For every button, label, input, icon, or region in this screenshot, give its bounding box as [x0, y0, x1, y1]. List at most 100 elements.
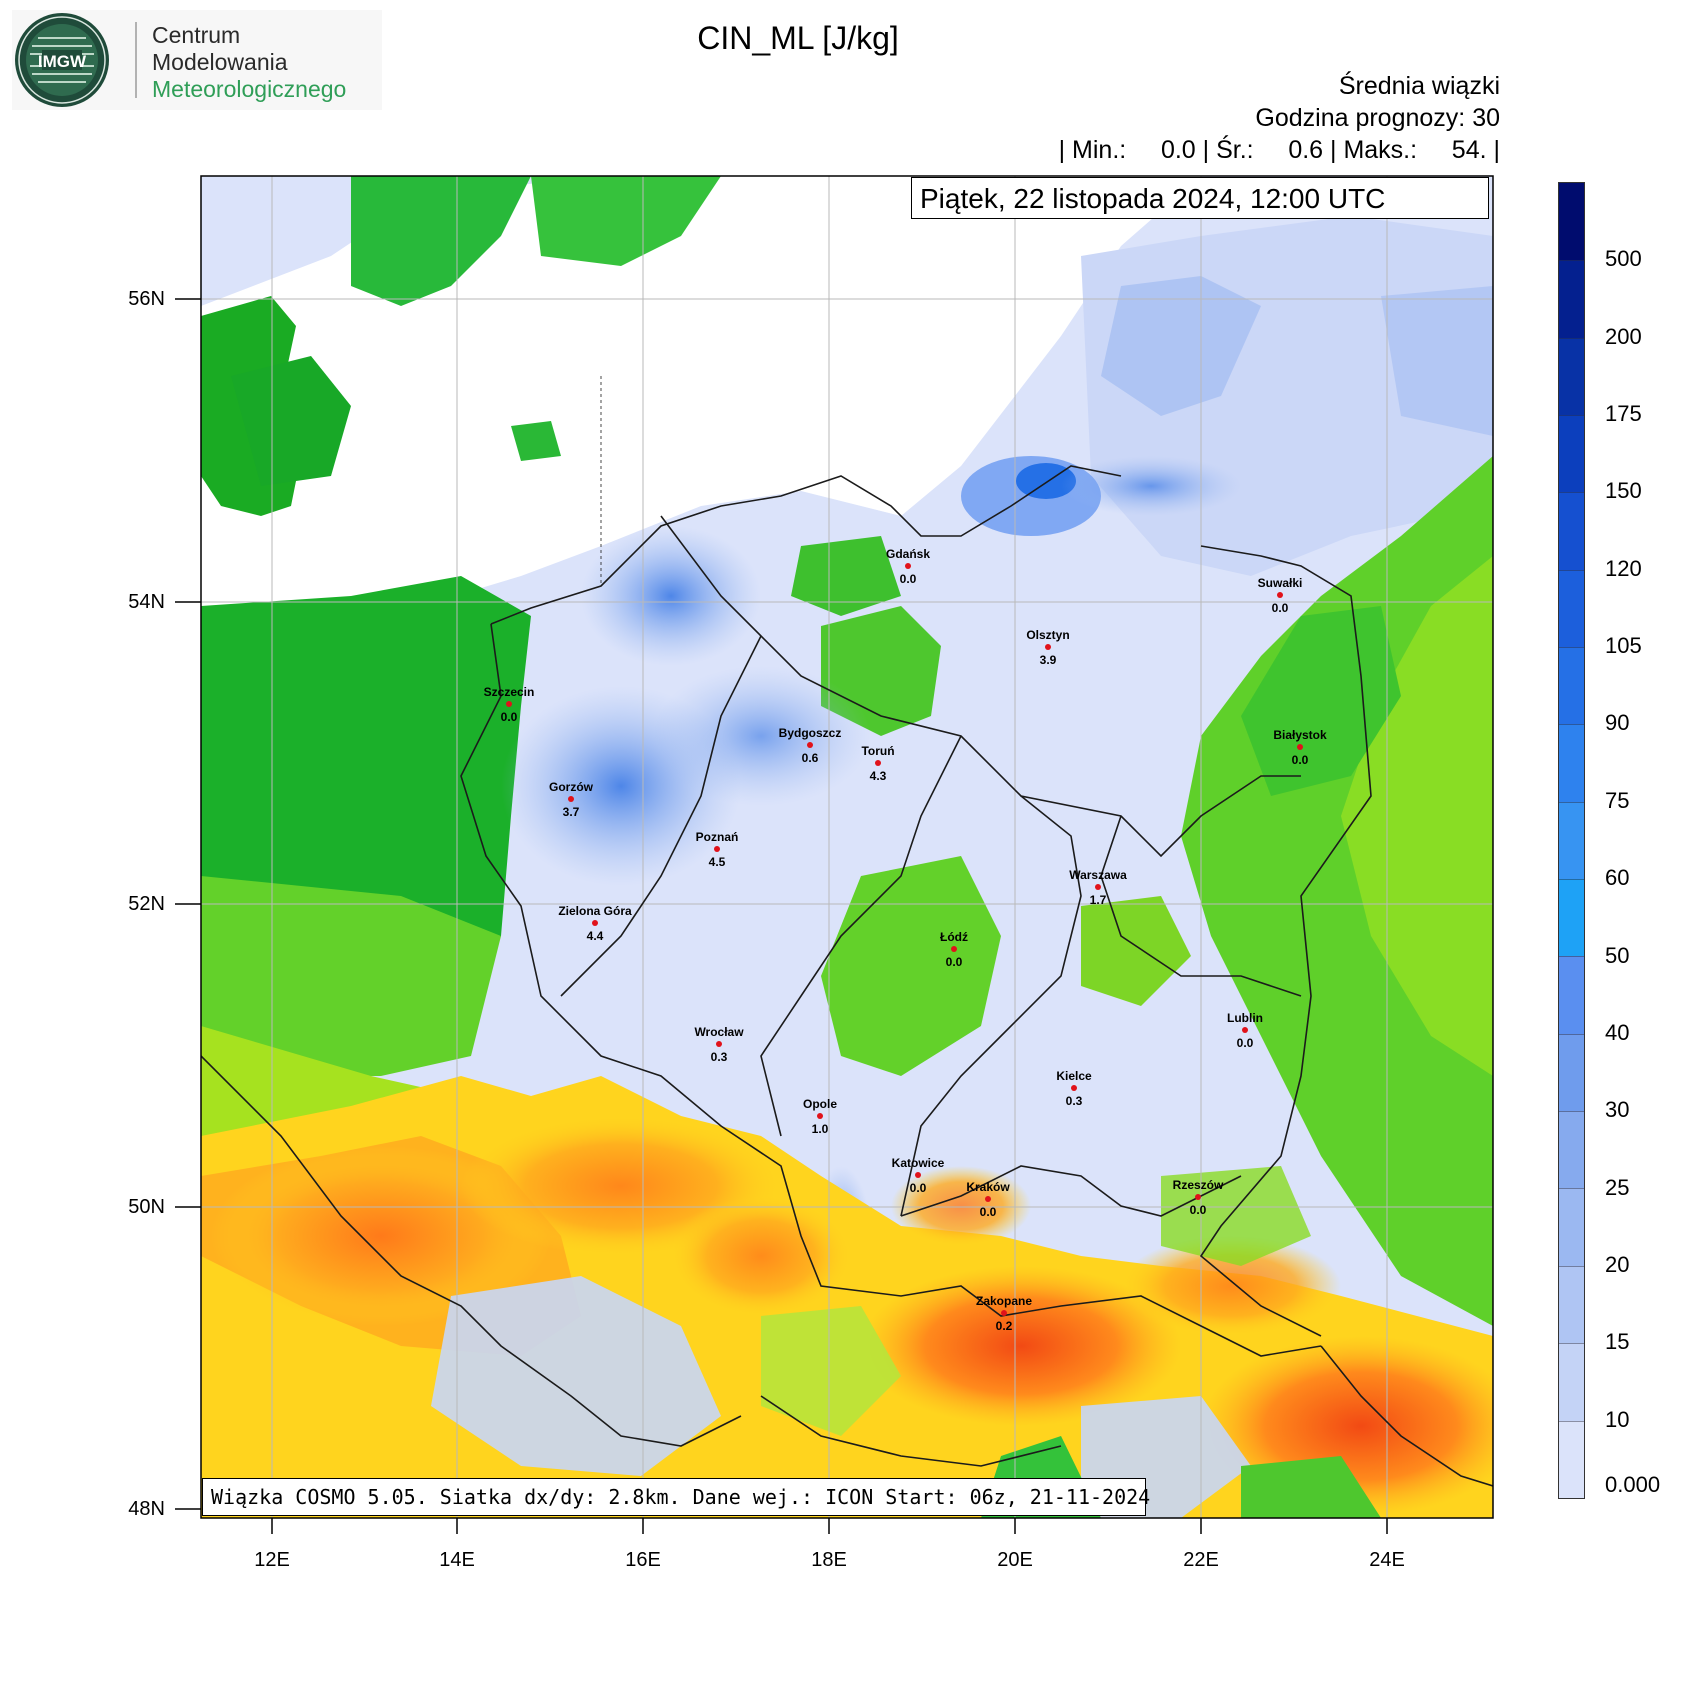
city-marker: Kielce 0.3 — [1024, 1069, 1124, 1108]
colorbar-segment — [1559, 183, 1584, 261]
city-value: 0.0 — [909, 1181, 927, 1195]
city-dot — [1195, 1194, 1201, 1200]
colorbar-segment — [1559, 879, 1584, 957]
city-marker: Gdańsk 0.0 — [858, 547, 958, 586]
colorbar-label: 10 — [1605, 1406, 1630, 1432]
colorbar-segment — [1559, 801, 1584, 880]
stats-line: | Min.: 0.0 | Śr.: 0.6 | Maks.: 54. | — [1058, 136, 1500, 164]
organization-name: Centrum Modelowania Meteorologicznego — [152, 22, 346, 103]
lon-label-18e: 18E — [811, 1549, 847, 1571]
city-name: Rzeszów — [1172, 1178, 1224, 1192]
city-marker: Katowice 0.0 — [868, 1156, 968, 1195]
colorbar-label: 120 — [1605, 555, 1642, 581]
lat-label-50n: 50N — [128, 1196, 165, 1218]
city-name: Gorzów — [549, 780, 593, 794]
city-name: Warszawa — [1069, 868, 1127, 882]
city-name: Lublin — [1227, 1011, 1263, 1025]
colorbar-label: 175 — [1605, 401, 1642, 427]
colorbar-segment — [1559, 647, 1584, 725]
lat-label-52n: 52N — [128, 893, 165, 915]
city-value: 0.3 — [1065, 1094, 1083, 1108]
city-dot — [714, 846, 720, 852]
lon-label-16e: 16E — [625, 1549, 661, 1571]
colorbar-segment — [1559, 956, 1584, 1034]
colorbar-label: 25 — [1605, 1174, 1630, 1200]
city-name: Gdańsk — [885, 547, 930, 561]
city-marker: Wrocław 0.3 — [669, 1025, 769, 1064]
model-info-footer: Wiązka COSMO 5.05. Siatka dx/dy: 2.8km. … — [202, 1478, 1150, 1516]
city-dot — [817, 1113, 823, 1119]
colorbar-segment — [1559, 337, 1584, 416]
city-dot — [915, 1172, 921, 1178]
valid-time-label: Piątek, 22 listopada 2024, 12:00 UTC — [911, 177, 1489, 219]
colorbar-segment — [1559, 1111, 1584, 1189]
city-name: Zielona Góra — [558, 904, 632, 918]
lat-label-54n: 54N — [128, 591, 165, 613]
city-dot — [905, 563, 911, 569]
colorbar-segment — [1559, 1420, 1584, 1498]
city-name: Łódź — [940, 930, 968, 944]
city-marker: Białystok 0.0 — [1250, 728, 1350, 767]
city-name: Toruń — [861, 744, 895, 758]
colorbar-segment — [1559, 492, 1584, 570]
colorbar-segment — [1559, 724, 1584, 802]
city-value: 4.3 — [869, 769, 887, 783]
city-dot — [506, 701, 512, 707]
city-name: Bydgoszcz — [778, 726, 842, 740]
colorbar-segment — [1559, 260, 1584, 338]
city-value: 0.0 — [500, 710, 518, 724]
colorbar-label: 40 — [1605, 1019, 1630, 1045]
city-value: 3.7 — [562, 805, 580, 819]
colorbar-label: 30 — [1605, 1097, 1630, 1123]
colorbar-segment — [1559, 1343, 1584, 1421]
org-line-2: Modelowania — [152, 49, 288, 75]
city-name: Szczecin — [483, 685, 535, 699]
imgw-logo: IMGW — [12, 10, 382, 110]
city-value: 4.4 — [586, 929, 604, 943]
colorbar-label: 200 — [1605, 323, 1642, 349]
colorbar-segment — [1559, 1188, 1584, 1266]
city-dot — [592, 920, 598, 926]
city-value: 0.3 — [710, 1050, 728, 1064]
city-marker: Lublin 0.0 — [1195, 1011, 1295, 1050]
city-name: Kraków — [966, 1180, 1010, 1194]
city-value: 0.0 — [945, 955, 963, 969]
city-marker: Toruń 4.3 — [828, 744, 928, 783]
logo-text: IMGW — [38, 52, 87, 71]
city-dot — [1095, 884, 1101, 890]
city-value: 3.9 — [1039, 653, 1057, 667]
lon-label-24e: 24E — [1369, 1549, 1405, 1571]
city-marker: Łódź 0.0 — [904, 930, 1004, 969]
colorbar-segment — [1559, 1033, 1584, 1112]
lat-label-56n: 56N — [128, 288, 165, 310]
city-marker: Zielona Góra 4.4 — [545, 904, 645, 943]
city-marker: Rzeszów 0.0 — [1148, 1178, 1248, 1217]
city-value: 0.2 — [995, 1319, 1013, 1333]
ensemble-mean-label: Średnia wiązki — [1338, 72, 1500, 100]
colorbar-label: 20 — [1605, 1251, 1630, 1277]
colorbar-label: 105 — [1605, 633, 1642, 659]
colorbar-label: 15 — [1605, 1329, 1630, 1355]
colorbar-label: 90 — [1605, 710, 1630, 736]
colorbar-segment — [1559, 415, 1584, 493]
city-dot — [1001, 1310, 1007, 1316]
city-dot — [1297, 744, 1303, 750]
city-marker: Warszawa 1.7 — [1048, 868, 1148, 907]
city-name: Zakopane — [975, 1294, 1032, 1308]
colorbar — [1558, 182, 1585, 1499]
city-marker: Suwałki 0.0 — [1230, 576, 1330, 615]
city-value: 4.5 — [708, 855, 726, 869]
colorbar-segment — [1559, 569, 1584, 648]
lat-label-48n: 48N — [128, 1498, 165, 1520]
city-marker: Gorzów 3.7 — [521, 780, 621, 819]
city-name: Wrocław — [694, 1025, 744, 1039]
city-name: Olsztyn — [1026, 628, 1070, 642]
colorbar-label: 0.000 — [1605, 1472, 1661, 1497]
city-value: 0.0 — [979, 1205, 997, 1219]
colorbar-label: 150 — [1605, 478, 1642, 504]
city-name: Poznań — [695, 830, 739, 844]
lon-label-12e: 12E — [254, 1549, 290, 1571]
city-dot — [807, 742, 813, 748]
city-name: Białystok — [1273, 728, 1327, 742]
